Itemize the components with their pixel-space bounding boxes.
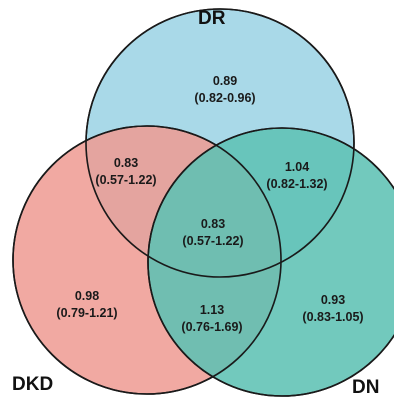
region-estimate: 0.98 — [74, 289, 100, 303]
region-estimate: 0.93 — [320, 293, 346, 307]
region-ci: (0.76-1.69) — [181, 320, 243, 334]
region-dkd-only: 0.98 (0.79-1.21) — [56, 288, 117, 322]
region-dr-dkd: 0.83 (0.57-1.22) — [95, 155, 156, 189]
region-dkd-dn: 1.13 (0.76-1.69) — [181, 302, 242, 336]
region-estimate: 1.13 — [199, 303, 225, 317]
region-estimate: 0.83 — [113, 156, 139, 170]
set-label-dr: DR — [198, 8, 226, 29]
region-estimate: 0.83 — [200, 217, 226, 231]
region-ci: (0.79-1.21) — [56, 306, 118, 320]
region-ci: (0.57-1.22) — [182, 234, 244, 248]
set-label-dn: DN — [352, 377, 380, 398]
region-ci: (0.82-0.96) — [194, 91, 256, 105]
region-estimate: 0.89 — [212, 74, 238, 88]
region-estimate: 1.04 — [284, 160, 310, 174]
set-label-dkd: DKD — [12, 374, 54, 395]
region-dn-only: 0.93 (0.83-1.05) — [302, 292, 363, 326]
region-ci: (0.82-1.32) — [266, 177, 328, 191]
region-ci: (0.83-1.05) — [302, 310, 364, 324]
region-ci: (0.57-1.22) — [95, 173, 157, 187]
region-all-three: 0.83 (0.57-1.22) — [182, 216, 243, 250]
region-dr-dn: 1.04 (0.82-1.32) — [266, 159, 327, 193]
region-dr-only: 0.89 (0.82-0.96) — [194, 73, 255, 107]
